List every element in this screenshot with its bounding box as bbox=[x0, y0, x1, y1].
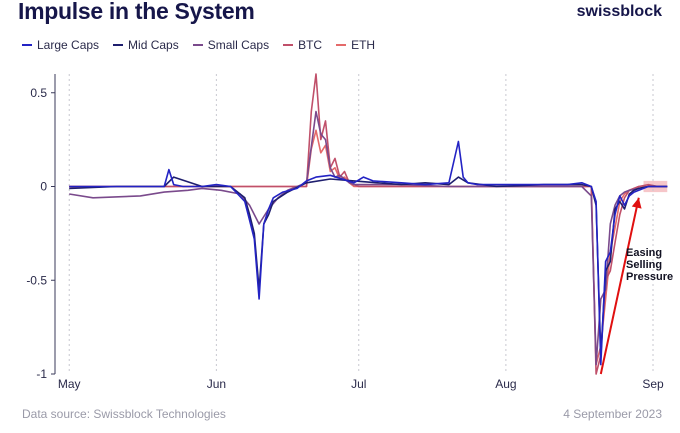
chart-title: Impulse in the System bbox=[18, 0, 255, 24]
legend-swatch-eth bbox=[336, 44, 347, 46]
legend-item-small-caps: Small Caps bbox=[192, 38, 270, 52]
publish-date: 4 September 2023 bbox=[563, 407, 662, 421]
legend-swatch-large-caps bbox=[22, 44, 32, 46]
data-source: Data source: Swissblock Technologies bbox=[22, 407, 226, 421]
annotation-text: Pressure bbox=[626, 271, 673, 283]
legend-item-btc: BTC bbox=[283, 38, 322, 52]
brand-logo: swissblock bbox=[576, 3, 662, 20]
y-tick-label: -0.5 bbox=[26, 273, 47, 287]
annotation-text: Easing bbox=[626, 247, 662, 259]
legend-item-mid-caps: Mid Caps bbox=[113, 38, 179, 52]
legend-label-mid-caps: Mid Caps bbox=[128, 38, 179, 52]
series-line-small-caps bbox=[69, 110, 668, 366]
legend-swatch-mid-caps bbox=[113, 44, 124, 46]
y-tick-label: -1 bbox=[36, 367, 47, 381]
legend-label-eth: ETH bbox=[351, 38, 376, 52]
legend-label-btc: BTC bbox=[298, 38, 323, 52]
legend-swatch-small-caps bbox=[192, 44, 203, 46]
series-line-large-caps bbox=[69, 140, 668, 366]
y-tick-label: 0.5 bbox=[30, 86, 47, 100]
x-tick-label: Jul bbox=[351, 377, 366, 391]
annotation-arrow-head bbox=[631, 197, 642, 209]
annotation-text: Selling bbox=[626, 259, 662, 271]
legend-swatch-btc bbox=[283, 44, 294, 46]
series-line-btc bbox=[69, 73, 668, 375]
x-tick-label: Aug bbox=[495, 377, 516, 391]
annotation-arrow-line bbox=[599, 197, 640, 375]
y-tick-label: 0 bbox=[40, 180, 47, 194]
legend-item-eth: ETH bbox=[336, 38, 375, 52]
x-tick-label: Sep bbox=[642, 377, 664, 391]
chart-legend: Large Caps Mid Caps Small Caps BTC ETH bbox=[22, 38, 375, 52]
legend-label-large-caps: Large Caps bbox=[37, 38, 100, 52]
legend-label-small-caps: Small Caps bbox=[207, 38, 270, 52]
x-tick-label: May bbox=[58, 377, 81, 391]
series-line-eth bbox=[69, 129, 668, 366]
series-line-mid-caps bbox=[69, 176, 668, 357]
x-tick-label: Jun bbox=[207, 377, 226, 391]
legend-item-large-caps: Large Caps bbox=[22, 38, 99, 52]
